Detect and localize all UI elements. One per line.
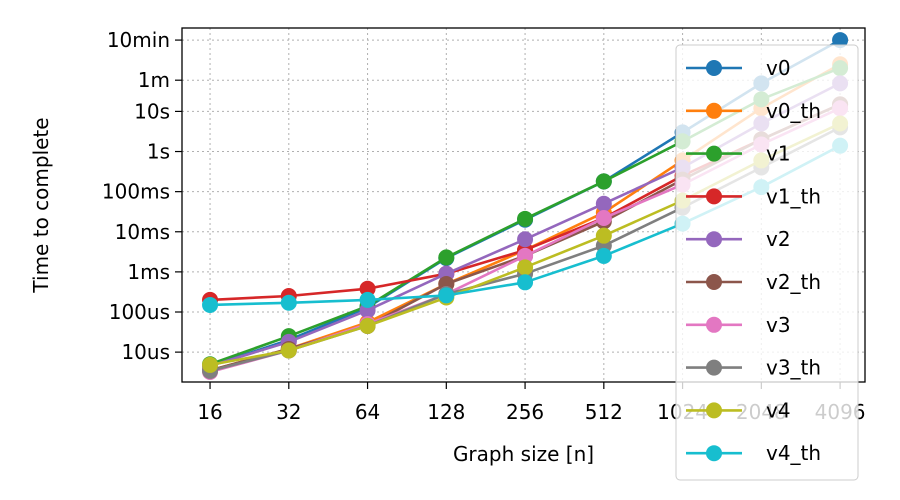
data-point — [280, 342, 297, 359]
legend-item-v4: v4 — [686, 398, 791, 422]
y-tick-label: 10s — [134, 99, 170, 123]
legend-item-v1_th: v1_th — [686, 184, 821, 208]
legend-label: v2 — [766, 227, 791, 251]
x-axis-title: Graph size [n] — [453, 442, 594, 466]
data-point — [438, 249, 455, 266]
y-tick-label: 10us — [121, 340, 170, 364]
data-point — [595, 195, 612, 212]
legend-marker — [706, 402, 722, 419]
data-point — [517, 210, 534, 227]
legend: v0 v0_th v1 v1_th v2 v2_th v3 v3_th v4 v4_th — [675, 44, 859, 481]
legend-item-v3_th: v3_th — [686, 356, 821, 380]
y-tick-label: 10ms — [115, 220, 170, 244]
data-point — [359, 280, 376, 297]
legend-marker — [706, 274, 722, 290]
x-tick-label: 16 — [197, 400, 222, 424]
legend-marker — [706, 60, 722, 76]
y-tick-label: 1m — [138, 68, 170, 92]
legend-marker — [706, 359, 722, 376]
data-point — [832, 32, 849, 49]
legend-marker — [706, 316, 722, 333]
legend-label: v4_th — [766, 441, 821, 465]
legend-item-v0: v0 — [686, 56, 791, 80]
legend-item-v2: v2 — [686, 227, 791, 251]
legend-item-v0_th: v0_th — [686, 99, 821, 123]
y-axis: 10us 100us 1ms 10ms 100ms 1s 10s 1m 10min — [102, 28, 182, 364]
data-point — [595, 210, 612, 227]
y-tick-label: 100us — [109, 300, 170, 324]
data-point — [517, 247, 534, 264]
data-point — [438, 287, 455, 304]
legend-item-v1: v1 — [686, 142, 791, 166]
legend-marker — [706, 231, 722, 248]
y-tick-label: 1ms — [127, 260, 170, 284]
data-point — [595, 227, 612, 244]
legend-item-v2_th: v2_th — [686, 270, 821, 294]
data-point — [517, 274, 534, 291]
legend-label: v2_th — [766, 270, 821, 294]
legend-label: v0 — [766, 56, 791, 80]
y-axis-title: Time to complete — [29, 117, 53, 293]
x-tick-label: 128 — [427, 400, 465, 424]
x-tick-label: 32 — [276, 400, 301, 424]
legend-label: v3_th — [766, 356, 821, 380]
legend-marker — [706, 145, 722, 162]
data-point — [595, 247, 612, 264]
x-tick-label: 256 — [506, 400, 544, 424]
x-tick-label: 64 — [355, 400, 380, 424]
x-tick-label: 512 — [585, 400, 623, 424]
data-point — [202, 356, 219, 373]
data-point — [359, 291, 376, 308]
y-tick-label: 1s — [147, 140, 170, 164]
legend-label: v0_th — [766, 99, 821, 123]
legend-label: v3 — [766, 313, 791, 337]
data-point — [517, 259, 534, 276]
data-point — [202, 296, 219, 313]
legend-item-v3: v3 — [686, 313, 791, 337]
legend-marker — [706, 445, 722, 462]
legend-label: v1_th — [766, 184, 821, 208]
legend-item-v4_th: v4_th — [686, 441, 821, 465]
data-point — [280, 294, 297, 311]
data-point — [359, 317, 376, 334]
legend-label: v1 — [766, 142, 791, 166]
y-tick-label: 10min — [107, 28, 170, 52]
legend-marker — [706, 188, 722, 205]
legend-marker — [706, 102, 722, 119]
legend-label: v4 — [766, 398, 791, 422]
data-point — [595, 173, 612, 190]
plot-area-frame — [181, 27, 866, 383]
data-point — [517, 231, 534, 248]
y-tick-label: 100ms — [102, 180, 170, 204]
